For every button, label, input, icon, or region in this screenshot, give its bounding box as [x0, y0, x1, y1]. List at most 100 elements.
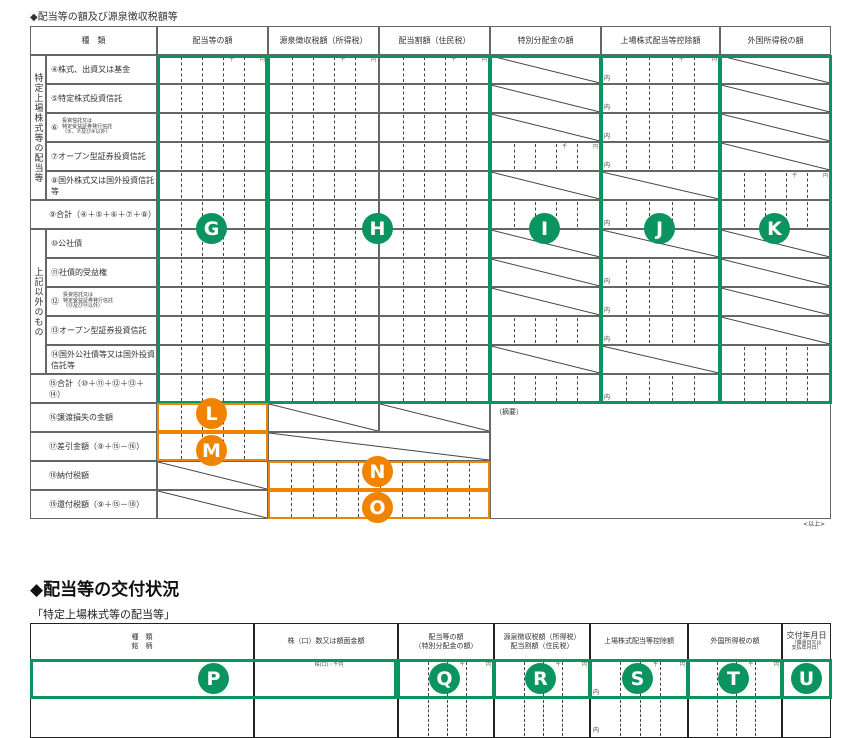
amount-cell — [720, 142, 831, 171]
amount-cell[interactable] — [379, 142, 490, 171]
amount-cell[interactable] — [379, 229, 490, 258]
amount-cell[interactable]: 千円 — [379, 55, 490, 84]
row-label: ⑧国外株式又は国外投資信託等 — [46, 171, 157, 200]
amount-cell[interactable] — [379, 374, 490, 403]
amount-cell[interactable]: 内 — [601, 374, 720, 403]
amount-cell[interactable] — [720, 345, 831, 374]
amount-cell[interactable] — [379, 200, 490, 229]
digit-divider — [514, 144, 515, 169]
unit-yen: 円 — [822, 173, 828, 179]
column-header: 配当割額（住民税） — [379, 26, 490, 55]
digit-divider — [786, 347, 787, 372]
digit-divider — [292, 289, 293, 314]
amount-cell[interactable]: 内 — [601, 113, 720, 142]
amount-cell[interactable]: 千円 — [490, 142, 601, 171]
amount-cell[interactable] — [268, 258, 379, 287]
amount-cell[interactable] — [157, 113, 268, 142]
amount-cell[interactable] — [720, 374, 831, 403]
remarks-field[interactable]: （摘要） — [490, 403, 831, 519]
digit-divider — [244, 434, 245, 459]
amount-cell[interactable] — [157, 345, 268, 374]
amount-cell — [720, 287, 831, 316]
amount-cell[interactable] — [490, 374, 601, 403]
amount-cell[interactable]: 内 — [601, 84, 720, 113]
digit-divider — [445, 57, 446, 82]
entry-cell[interactable] — [782, 698, 831, 738]
amount-cell[interactable] — [379, 113, 490, 142]
column-header: 種 類 — [30, 26, 157, 55]
entry-cell[interactable] — [30, 698, 254, 738]
amount-cell[interactable]: 内 — [601, 258, 720, 287]
digit-divider — [223, 376, 224, 401]
callout-badge-k: K — [759, 213, 790, 244]
amount-cell[interactable] — [268, 345, 379, 374]
digit-divider — [403, 86, 404, 111]
digit-divider — [334, 231, 335, 256]
digit-divider — [717, 700, 718, 736]
digit-divider — [202, 231, 203, 256]
amount-cell[interactable] — [379, 84, 490, 113]
amount-cell[interactable]: 内 — [601, 287, 720, 316]
digit-divider — [807, 376, 808, 401]
digit-divider — [466, 376, 467, 401]
amount-cell[interactable] — [268, 171, 379, 200]
callout-badge-s: S — [622, 663, 653, 694]
uchi-label: 内 — [604, 220, 611, 227]
digit-divider — [660, 662, 661, 696]
amount-cell[interactable] — [379, 258, 490, 287]
amount-cell[interactable]: 千円 — [268, 55, 379, 84]
unit-thousand: 千 — [678, 57, 684, 63]
digit-divider — [403, 376, 404, 401]
amount-cell[interactable] — [157, 287, 268, 316]
entry-cell[interactable]: 内 — [590, 698, 688, 738]
digit-divider — [694, 115, 695, 140]
amount-cell[interactable]: 内 — [601, 142, 720, 171]
diagonal-strike — [158, 462, 267, 489]
amount-cell[interactable]: 内 千 円 — [601, 55, 720, 84]
amount-cell[interactable] — [157, 84, 268, 113]
amount-cell[interactable] — [490, 316, 601, 345]
digit-divider — [694, 318, 695, 343]
amount-cell[interactable] — [268, 229, 379, 258]
amount-cell[interactable]: 内 — [601, 316, 720, 345]
amount-cell[interactable]: 千円 — [720, 171, 831, 200]
unit-yen: 円 — [679, 662, 685, 668]
entry-cell[interactable] — [398, 698, 494, 738]
digit-divider — [244, 86, 245, 111]
amount-cell[interactable] — [157, 142, 268, 171]
amount-cell[interactable] — [157, 171, 268, 200]
date-note: （償還日又は 支払年月日） — [791, 639, 822, 652]
digit-divider — [355, 202, 356, 227]
amount-cell[interactable]: 千円 — [157, 55, 268, 84]
amount-cell[interactable] — [268, 84, 379, 113]
diagonal-strike — [491, 288, 600, 315]
amount-cell[interactable] — [157, 258, 268, 287]
digit-divider — [466, 115, 467, 140]
digit-divider — [403, 202, 404, 227]
amount-cell[interactable] — [379, 345, 490, 374]
entry-cell[interactable] — [494, 698, 590, 738]
amount-cell[interactable] — [157, 316, 268, 345]
entry-cell[interactable] — [688, 698, 782, 738]
amount-cell[interactable] — [268, 287, 379, 316]
digit-divider — [334, 318, 335, 343]
amount-cell — [720, 55, 831, 84]
uchi-label: 内 — [604, 104, 611, 111]
digit-divider — [403, 173, 404, 198]
callout-badge-t: T — [718, 663, 749, 694]
end-note: <以上> — [803, 521, 826, 528]
digit-divider — [672, 115, 673, 140]
amount-cell[interactable] — [379, 316, 490, 345]
amount-cell[interactable] — [268, 142, 379, 171]
amount-cell[interactable] — [268, 113, 379, 142]
amount-cell[interactable] — [379, 287, 490, 316]
entry-cell[interactable]: 株(口)・千円 — [254, 660, 398, 698]
digit-divider — [424, 115, 425, 140]
amount-cell[interactable] — [268, 374, 379, 403]
amount-cell[interactable] — [268, 316, 379, 345]
digit-divider — [244, 57, 245, 82]
entry-cell[interactable] — [254, 698, 398, 738]
digit-divider — [466, 260, 467, 285]
amount-cell[interactable] — [379, 171, 490, 200]
callout-badge-j: J — [644, 213, 675, 244]
